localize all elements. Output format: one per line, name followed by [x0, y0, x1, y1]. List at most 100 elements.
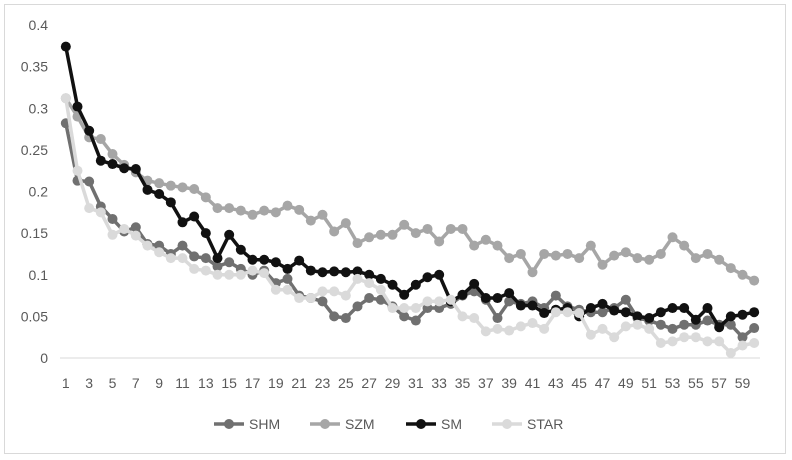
data-point-star [282, 284, 293, 295]
data-point-star [469, 313, 480, 324]
data-point-sm [177, 217, 188, 228]
data-point-star [527, 318, 538, 329]
data-point-szm [457, 223, 468, 234]
x-tick-label: 15 [221, 375, 237, 391]
data-point-szm [165, 180, 176, 191]
data-point-shm [84, 176, 95, 187]
data-point-szm [387, 229, 398, 240]
legend: SHM SZM SM STAR [214, 416, 563, 432]
data-point-szm [702, 248, 713, 259]
legend-swatch-marker [416, 419, 426, 429]
x-tick-label: 11 [175, 375, 190, 391]
data-point-sm [655, 307, 666, 318]
data-point-star [515, 321, 526, 332]
x-tick-label: 45 [571, 375, 587, 391]
x-tick-label: 43 [548, 375, 564, 391]
data-point-sm [305, 265, 316, 276]
data-point-star [375, 284, 386, 295]
data-point-sm [609, 305, 620, 316]
data-point-sm [725, 311, 736, 322]
data-point-star [224, 269, 235, 280]
data-point-szm [632, 253, 643, 264]
data-point-szm [270, 207, 281, 218]
data-point-sm [60, 41, 71, 52]
y-tick-label: 0.25 [21, 142, 48, 158]
x-tick-label: 39 [501, 375, 517, 391]
data-point-star [305, 293, 316, 304]
data-point-star [492, 323, 503, 334]
data-point-sm [737, 309, 748, 320]
data-point-szm [212, 203, 223, 214]
data-point-star [60, 93, 71, 104]
x-tick-label: 37 [478, 375, 494, 391]
data-point-sm [72, 101, 83, 112]
data-point-sm [119, 163, 130, 174]
x-tick-label: 17 [245, 375, 261, 391]
x-tick-label: 49 [618, 375, 634, 391]
x-tick-label: 41 [525, 375, 541, 391]
y-tick-label: 0.15 [21, 225, 48, 241]
data-point-star [574, 308, 585, 319]
data-point-star [690, 332, 701, 343]
data-point-szm [574, 253, 585, 264]
data-point-sm [585, 303, 596, 314]
data-point-szm [749, 275, 760, 286]
data-point-szm [469, 240, 480, 251]
data-point-sm [259, 254, 270, 265]
x-tick-label: 23 [315, 375, 331, 391]
data-point-shm [667, 323, 678, 334]
x-tick-label: 21 [291, 375, 307, 391]
data-point-star [142, 240, 153, 251]
data-point-szm [644, 254, 655, 265]
data-point-sm [375, 273, 386, 284]
data-point-sm [340, 267, 351, 278]
data-point-shm [375, 294, 386, 305]
data-point-star [737, 340, 748, 351]
data-point-szm [585, 240, 596, 251]
data-point-shm [550, 290, 561, 301]
x-tick-label: 25 [338, 375, 354, 391]
data-point-star [130, 230, 141, 241]
legend-swatch-marker [502, 419, 512, 429]
data-point-sm [224, 229, 235, 240]
x-tick-label: 59 [735, 375, 751, 391]
data-point-szm [550, 250, 561, 261]
data-point-sm [294, 255, 305, 266]
data-point-szm [259, 205, 270, 216]
data-point-star [189, 263, 200, 274]
data-point-sm [422, 272, 433, 283]
data-point-szm [352, 238, 363, 249]
data-point-szm [445, 223, 456, 234]
data-point-shm [340, 313, 351, 324]
data-point-shm [410, 315, 421, 326]
data-point-szm [422, 223, 433, 234]
data-point-sm [667, 303, 678, 314]
data-point-sm [702, 303, 713, 314]
x-tick-label: 13 [198, 375, 214, 391]
data-point-star [550, 307, 561, 318]
data-point-star [212, 269, 223, 280]
data-point-star [620, 321, 631, 332]
data-point-szm [200, 192, 211, 203]
data-point-szm [329, 226, 340, 237]
data-point-star [434, 296, 445, 307]
data-point-shm [212, 261, 223, 272]
data-point-szm [282, 200, 293, 211]
x-tick-label: 33 [431, 375, 447, 391]
data-point-sm [527, 300, 538, 311]
legend-label: SM [441, 416, 462, 432]
data-point-star [644, 323, 655, 334]
data-point-szm [434, 236, 445, 247]
data-point-shm [200, 253, 211, 264]
data-point-sm [749, 307, 760, 318]
data-point-star [95, 207, 106, 218]
data-point-shm [725, 319, 736, 330]
y-tick-label: 0.3 [29, 100, 49, 116]
data-point-sm [84, 125, 95, 136]
x-tick-label: 9 [155, 375, 163, 391]
data-point-szm [527, 267, 538, 278]
data-point-szm [690, 253, 701, 264]
data-point-star [749, 338, 760, 349]
data-point-sm [620, 307, 631, 318]
